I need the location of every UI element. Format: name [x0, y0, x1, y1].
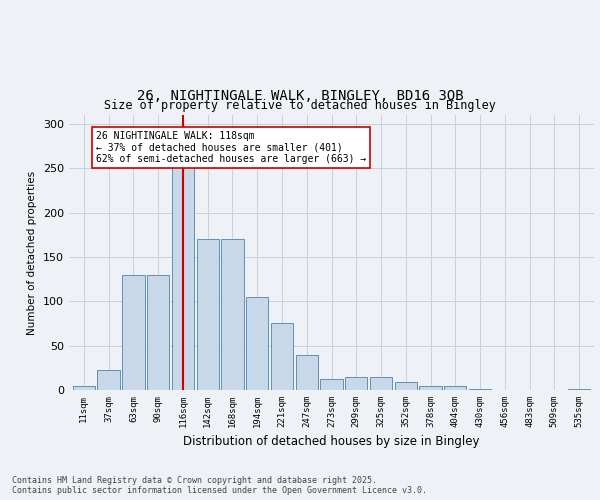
Bar: [122, 274, 145, 390]
Bar: [568, 389, 590, 390]
Text: 26 NIGHTINGALE WALK: 118sqm
← 37% of detached houses are smaller (401)
62% of se: 26 NIGHTINGALE WALK: 118sqm ← 37% of det…: [96, 131, 367, 164]
Bar: [345, 376, 367, 390]
Bar: [370, 376, 392, 390]
Bar: [221, 239, 244, 390]
Bar: [271, 324, 293, 390]
Bar: [172, 166, 194, 390]
Y-axis label: Number of detached properties: Number of detached properties: [28, 170, 37, 334]
Bar: [246, 297, 268, 390]
Bar: [395, 382, 417, 390]
Bar: [419, 386, 442, 390]
Bar: [296, 354, 318, 390]
Bar: [320, 380, 343, 390]
Bar: [97, 370, 120, 390]
Bar: [444, 386, 466, 390]
Bar: [73, 386, 95, 390]
X-axis label: Distribution of detached houses by size in Bingley: Distribution of detached houses by size …: [183, 436, 480, 448]
Bar: [197, 239, 219, 390]
Bar: [469, 389, 491, 390]
Text: Size of property relative to detached houses in Bingley: Size of property relative to detached ho…: [104, 100, 496, 112]
Text: Contains HM Land Registry data © Crown copyright and database right 2025.
Contai: Contains HM Land Registry data © Crown c…: [12, 476, 427, 495]
Bar: [147, 274, 169, 390]
Text: 26, NIGHTINGALE WALK, BINGLEY, BD16 3QB: 26, NIGHTINGALE WALK, BINGLEY, BD16 3QB: [137, 88, 463, 102]
